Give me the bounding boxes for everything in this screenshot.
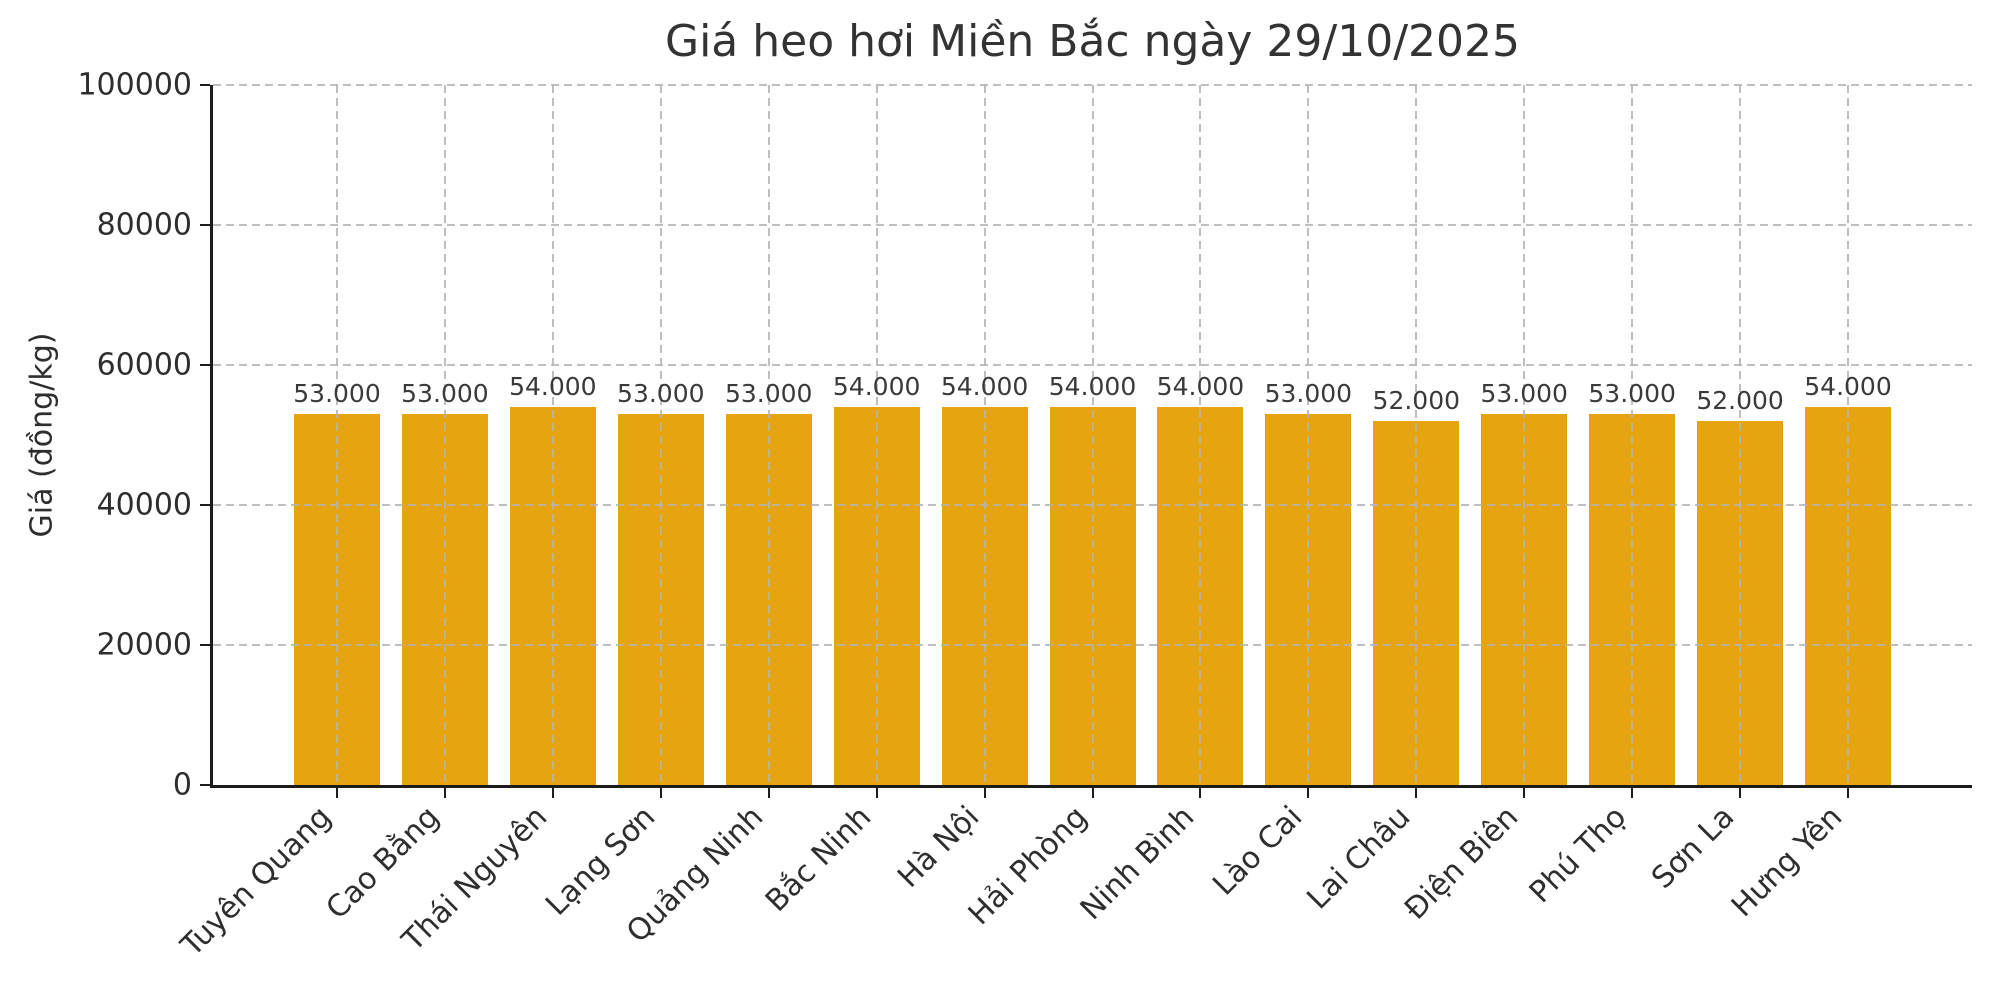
x-tick-mark — [1415, 788, 1418, 798]
bar-value-label: 54.000 — [832, 372, 921, 401]
x-tick-mark — [551, 788, 554, 798]
bar-value-label: 53.000 — [293, 379, 381, 408]
x-tick-label: Hà Nội — [890, 799, 986, 895]
x-tick-mark — [1847, 788, 1849, 798]
h-gridline — [213, 84, 1972, 86]
x-tick-mark — [443, 788, 446, 798]
x-tick-mark — [1307, 788, 1310, 798]
y-tick-mark — [200, 364, 210, 366]
plot-area: 53.000 53.000 54.000 53.000 53.000 54.000 54.0… — [210, 84, 1972, 788]
bar-2 — [509, 407, 596, 785]
y-tick-label: 80000 — [96, 207, 192, 243]
bar-13 — [1697, 421, 1784, 785]
x-axis-spine — [210, 785, 1972, 788]
y-tick-label: 40000 — [96, 487, 192, 523]
bar-14 — [1805, 407, 1891, 785]
x-tick-label: Phú Thọ — [1522, 799, 1634, 911]
bar-4 — [725, 414, 812, 785]
bar-5 — [833, 407, 920, 785]
bar-value-label: 54.000 — [509, 372, 597, 401]
bar-3 — [617, 414, 704, 785]
bar-value-label: 54.000 — [940, 372, 1029, 401]
y-tick-label: 20000 — [96, 627, 192, 663]
x-tick-label: Điện Biên — [1398, 799, 1526, 927]
x-tick-label: Sơn La — [1645, 799, 1742, 896]
y-tick-label: 0 — [172, 767, 192, 803]
x-tick-mark — [1523, 788, 1526, 798]
y-tick-label: 100000 — [77, 67, 192, 103]
bar-value-label: 53.000 — [724, 379, 813, 408]
bar-value-label: 53.000 — [617, 379, 705, 408]
bar-value-label: 54.000 — [1048, 372, 1137, 401]
bar-1 — [401, 414, 488, 785]
y-tick-mark — [200, 644, 210, 646]
bar-value-label: 54.000 — [1156, 372, 1245, 401]
bar-7 — [1049, 407, 1136, 785]
bar-12 — [1589, 414, 1676, 785]
bar-8 — [1157, 407, 1244, 785]
bar-10 — [1373, 421, 1460, 785]
x-tick-label: Lào Cai — [1206, 799, 1310, 903]
y-tick-label: 60000 — [96, 347, 192, 383]
x-tick-label: Ninh Bình — [1074, 799, 1202, 928]
bar-11 — [1481, 414, 1568, 785]
x-tick-mark — [659, 788, 662, 798]
bar-9 — [1265, 414, 1352, 785]
y-tick-mark — [200, 784, 210, 786]
bar-value-label: 52.000 — [1372, 386, 1461, 415]
x-tick-mark — [1199, 788, 1202, 798]
chart-title: Giá heo hơi Miền Bắc ngày 29/10/2025 — [664, 16, 1520, 67]
x-tick-mark — [1091, 788, 1094, 798]
bar-0 — [294, 414, 380, 785]
bar-value-label: 53.000 — [1480, 379, 1568, 408]
x-tick-mark — [1739, 788, 1742, 798]
y-axis-spine — [210, 85, 213, 788]
y-tick-mark — [200, 84, 210, 86]
bar-value-label: 53.000 — [1588, 379, 1676, 408]
x-tick-mark — [336, 788, 338, 798]
h-gridline — [213, 224, 1972, 226]
h-gridline — [213, 364, 1972, 366]
y-tick-mark — [200, 224, 210, 226]
bar-value-label: 52.000 — [1696, 386, 1784, 415]
x-tick-mark — [875, 788, 878, 798]
x-tick-label: Tuyên Quang — [174, 799, 339, 964]
bar-value-label: 53.000 — [401, 379, 489, 408]
y-tick-mark — [200, 504, 210, 506]
x-tick-mark — [983, 788, 986, 798]
x-tick-mark — [1631, 788, 1634, 798]
x-tick-label: Bắc Ninh — [758, 799, 878, 919]
bar-value-label: 53.000 — [1264, 379, 1353, 408]
bar-value-label: 54.000 — [1804, 372, 1892, 401]
x-tick-mark — [767, 788, 770, 798]
x-tick-label: Hưng Yên — [1724, 799, 1850, 924]
bar-6 — [941, 407, 1028, 785]
